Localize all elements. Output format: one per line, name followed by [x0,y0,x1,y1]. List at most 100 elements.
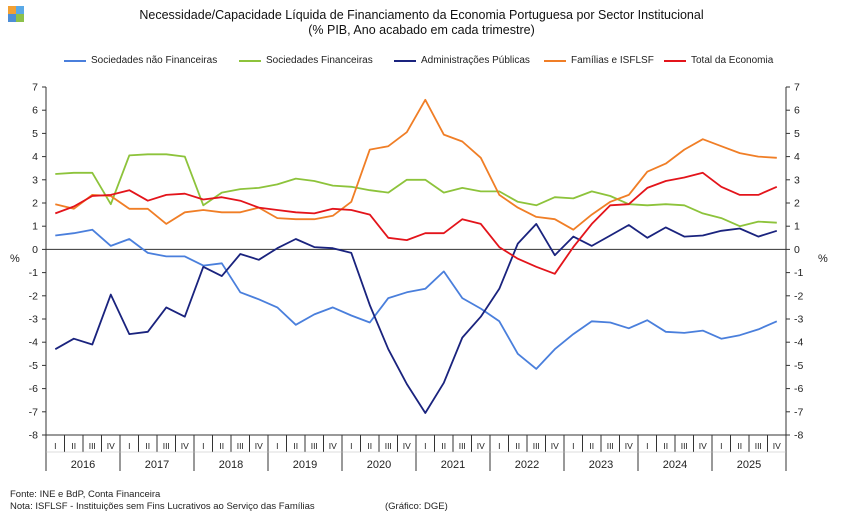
x-quarter-label: I [498,441,500,451]
x-year-label: 2023 [589,459,613,471]
x-quarter-label: III [311,441,318,451]
right-y-tick-label: 2 [794,198,800,210]
x-quarter-label: III [237,441,244,451]
x-year-label: 2021 [441,459,465,471]
left-y-tick-label: 0 [32,244,38,256]
x-year-label: 2020 [367,459,391,471]
left-y-tick-label: -2 [29,290,38,302]
x-quarter-label: III [607,441,614,451]
x-quarter-label: I [202,441,204,451]
x-quarter-label: IV [255,441,263,451]
legend-item: Famílias e ISFLSF [544,55,654,66]
dge-logo-icon [8,6,24,22]
x-quarter-label: IV [181,441,189,451]
x-quarter-label: I [720,441,722,451]
right-y-tick-label: -7 [794,406,803,418]
footer-source: Fonte: INE e BdP, Conta Financeira [10,489,161,500]
x-quarter-label: III [385,441,392,451]
y-axis-unit-right: % [818,253,828,265]
x-quarter-label: I [572,441,574,451]
chart-title: Necessidade/Capacidade Líquida de Financ… [139,8,704,22]
x-quarter-label: II [145,441,150,451]
right-y-tick-label: -6 [794,383,803,395]
x-quarter-label: IV [107,441,115,451]
x-year-label: 2017 [145,459,169,471]
right-y-tick-label: -8 [794,430,803,442]
x-quarter-label: IV [773,441,781,451]
x-quarter-label: III [681,441,688,451]
left-y-tick-label: -7 [29,406,38,418]
series-line-4 [54,171,778,275]
left-y-tick-label: 3 [32,174,38,186]
legend-item: Sociedades Financeiras [239,55,373,66]
legend-label: Sociedades não Financeiras [91,55,218,66]
right-y-tick-label: 7 [794,82,800,94]
right-y-tick-label: -1 [794,267,803,279]
y-axis-unit-left: % [10,253,20,265]
right-y-tick-label: -2 [794,290,803,302]
x-year-label: 2018 [219,459,243,471]
right-y-tick-label: 3 [794,174,800,186]
left-y-tick-label: 2 [32,198,38,210]
left-y-tick-label: 7 [32,82,38,94]
x-quarter-label: II [219,441,224,451]
x-quarter-label: II [589,441,594,451]
x-quarter-label: II [515,441,520,451]
legend-swatch [664,59,686,62]
right-y-tick-label: 6 [794,105,800,117]
right-y-tick-label: 1 [794,221,800,233]
left-y-tick-label: -5 [29,360,38,372]
left-y-tick-label: 4 [32,151,38,163]
x-quarter-label: II [737,441,742,451]
left-y-tick-label: -6 [29,383,38,395]
left-y-tick-label: 1 [32,221,38,233]
legend-label: Total da Economia [691,55,774,66]
x-quarter-label: I [276,441,278,451]
right-y-tick-label: -5 [794,360,803,372]
footer-note: Nota: ISFLSF - Instituições sem Fins Luc… [10,501,315,512]
footer-credit: (Gráfico: DGE) [385,501,448,512]
left-y-tick-label: 5 [32,128,38,140]
right-y-tick-label: -4 [794,337,803,349]
x-quarter-label: I [646,441,648,451]
x-quarter-label: III [533,441,540,451]
x-year-label: 2022 [515,459,539,471]
left-y-tick-label: -8 [29,430,38,442]
x-year-label: 2024 [663,459,687,471]
legend-label: Administrações Públicas [421,55,530,66]
x-year-label: 2016 [71,459,95,471]
x-quarter-label: II [367,441,372,451]
x-quarter-label: II [293,441,298,451]
series-line-1 [55,153,777,228]
legend-swatch [544,59,566,62]
legend-item: Sociedades não Financeiras [64,55,217,66]
legend-label: Sociedades Financeiras [266,55,373,66]
x-quarter-label: III [89,441,96,451]
chart-title-block: Necessidade/Capacidade Líquida de Financ… [0,8,843,38]
legend-item: Total da Economia [664,55,773,66]
x-quarter-label: IV [625,441,633,451]
series-line-0 [55,228,778,370]
left-y-tick-label: -1 [29,267,38,279]
x-quarter-label: IV [551,441,559,451]
x-quarter-label: I [54,441,56,451]
x-quarter-label: III [163,441,170,451]
left-y-tick-label: -3 [29,314,38,326]
right-y-tick-label: 4 [794,151,800,163]
chart-subtitle: (% PIB, Ano acabado em cada trimestre) [308,23,535,37]
legend-swatch [239,59,261,62]
legend-item: Administrações Públicas [394,55,530,66]
left-y-tick-label: -4 [29,337,38,349]
x-quarter-label: IV [329,441,337,451]
x-quarter-label: III [755,441,762,451]
x-year-label: 2019 [293,459,317,471]
legend-swatch [394,59,416,62]
series-line-3 [55,98,777,231]
x-quarter-label: IV [699,441,707,451]
left-y-tick-label: 6 [32,105,38,117]
x-quarter-label: II [663,441,668,451]
right-y-tick-label: 0 [794,244,800,256]
x-year-label: 2025 [737,459,761,471]
right-y-tick-label: 5 [794,128,800,140]
legend-label: Famílias e ISFLSF [571,55,654,66]
